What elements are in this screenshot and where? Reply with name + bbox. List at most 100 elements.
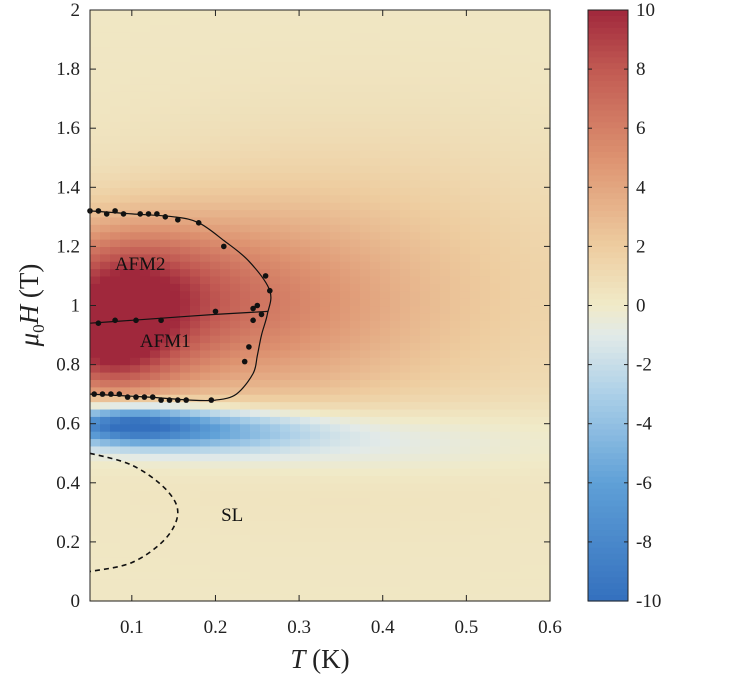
heatmap-cell xyxy=(510,91,521,100)
heatmap-cell xyxy=(100,364,111,373)
heatmap-cell xyxy=(520,431,531,440)
heatmap-cell xyxy=(110,290,121,299)
heatmap-cell xyxy=(280,431,291,440)
heatmap-cell xyxy=(490,541,501,550)
heatmap-cell xyxy=(440,24,451,33)
heatmap-cell xyxy=(370,46,381,55)
heatmap-cell xyxy=(390,556,401,565)
heatmap-cell xyxy=(310,10,321,18)
heatmap-cell xyxy=(400,512,411,521)
heatmap-cell xyxy=(240,541,251,550)
y-axis-title-mu: μ xyxy=(14,333,44,348)
heatmap-cell xyxy=(430,416,441,425)
heatmap-cell xyxy=(470,202,481,211)
heatmap-cell xyxy=(330,179,341,188)
heatmap-cell xyxy=(320,194,331,203)
heatmap-cell xyxy=(120,593,131,602)
colorbar-segment xyxy=(588,216,628,224)
heatmap-cell xyxy=(290,91,301,100)
heatmap-cell xyxy=(450,512,461,521)
heatmap-cell xyxy=(510,290,521,299)
heatmap-cell xyxy=(430,76,441,85)
heatmap-cell xyxy=(240,246,251,255)
heatmap-cell xyxy=(500,371,511,380)
heatmap-cell xyxy=(540,298,551,307)
heatmap-cell xyxy=(390,453,401,462)
heatmap-cell xyxy=(230,209,241,218)
heatmap-cell xyxy=(460,534,471,543)
heatmap-cell xyxy=(400,283,411,292)
heatmap-cell xyxy=(240,416,251,425)
heatmap-cell xyxy=(170,187,181,196)
heatmap-cell xyxy=(390,342,401,351)
heatmap-cell xyxy=(270,564,281,573)
heatmap-cell xyxy=(110,46,121,55)
heatmap-cell xyxy=(90,24,101,33)
heatmap-cell xyxy=(210,475,221,484)
heatmap-cell xyxy=(330,157,341,166)
heatmap-cell xyxy=(140,408,151,417)
heatmap-cell xyxy=(230,571,241,580)
heatmap-cell xyxy=(130,54,141,63)
heatmap-cell xyxy=(280,357,291,366)
heatmap-cell xyxy=(220,475,231,484)
heatmap-cell xyxy=(100,386,111,395)
heatmap-cell xyxy=(310,194,321,203)
heatmap-cell xyxy=(260,364,271,373)
heatmap-cell xyxy=(390,275,401,284)
heatmap-cell xyxy=(110,379,121,388)
heatmap-cell xyxy=(180,504,191,513)
heatmap-cell xyxy=(260,113,271,122)
heatmap-cell xyxy=(120,239,131,247)
heatmap-cell xyxy=(230,150,241,159)
heatmap-cell xyxy=(520,527,531,536)
heatmap-cell xyxy=(190,76,201,85)
heatmap-cell xyxy=(380,408,391,417)
heatmap-cell xyxy=(250,445,261,454)
heatmap-cell xyxy=(430,142,441,151)
heatmap-cell xyxy=(270,394,281,403)
heatmap-cell xyxy=(160,379,171,388)
heatmap-cell xyxy=(300,194,311,203)
heatmap-cell xyxy=(520,91,531,100)
heatmap-cell xyxy=(230,541,241,550)
heatmap-cell xyxy=(90,371,101,380)
heatmap-cell xyxy=(230,239,241,247)
heatmap-cell xyxy=(290,519,301,528)
heatmap-cell xyxy=(150,17,161,26)
heatmap-cell xyxy=(240,157,251,166)
heatmap-cell xyxy=(470,46,481,55)
heatmap-cell xyxy=(340,224,351,233)
heatmap-cell xyxy=(140,275,151,284)
heatmap-cell xyxy=(180,593,191,602)
heatmap-cell xyxy=(350,216,361,225)
heatmap-cell xyxy=(290,172,301,181)
heatmap-cell xyxy=(230,298,241,307)
heatmap-cell xyxy=(170,364,181,373)
heatmap-cell xyxy=(500,128,511,137)
heatmap-cell xyxy=(220,305,231,314)
heatmap-cell xyxy=(270,534,281,543)
heatmap-cell xyxy=(470,261,481,270)
heatmap-cell xyxy=(350,312,361,321)
colorbar-segment xyxy=(588,559,628,567)
heatmap-cell xyxy=(390,379,401,388)
heatmap-cell xyxy=(150,335,161,344)
heatmap-cell xyxy=(430,371,441,380)
heatmap-cell xyxy=(450,224,461,233)
heatmap-cell xyxy=(470,408,481,417)
heatmap-cell xyxy=(250,239,261,247)
heatmap-cell xyxy=(310,416,321,425)
colorbar-segment xyxy=(588,364,628,372)
heatmap-cell xyxy=(180,239,191,247)
heatmap-cell xyxy=(510,202,521,211)
heatmap-cell xyxy=(500,239,511,247)
heatmap-cell xyxy=(350,408,361,417)
heatmap-cell xyxy=(320,83,331,92)
heatmap-cell xyxy=(300,283,311,292)
heatmap-cell xyxy=(110,482,121,491)
heatmap-cell xyxy=(340,497,351,506)
heatmap-cell xyxy=(450,172,461,181)
heatmap-cell xyxy=(330,408,341,417)
heatmap-cell xyxy=(470,475,481,484)
